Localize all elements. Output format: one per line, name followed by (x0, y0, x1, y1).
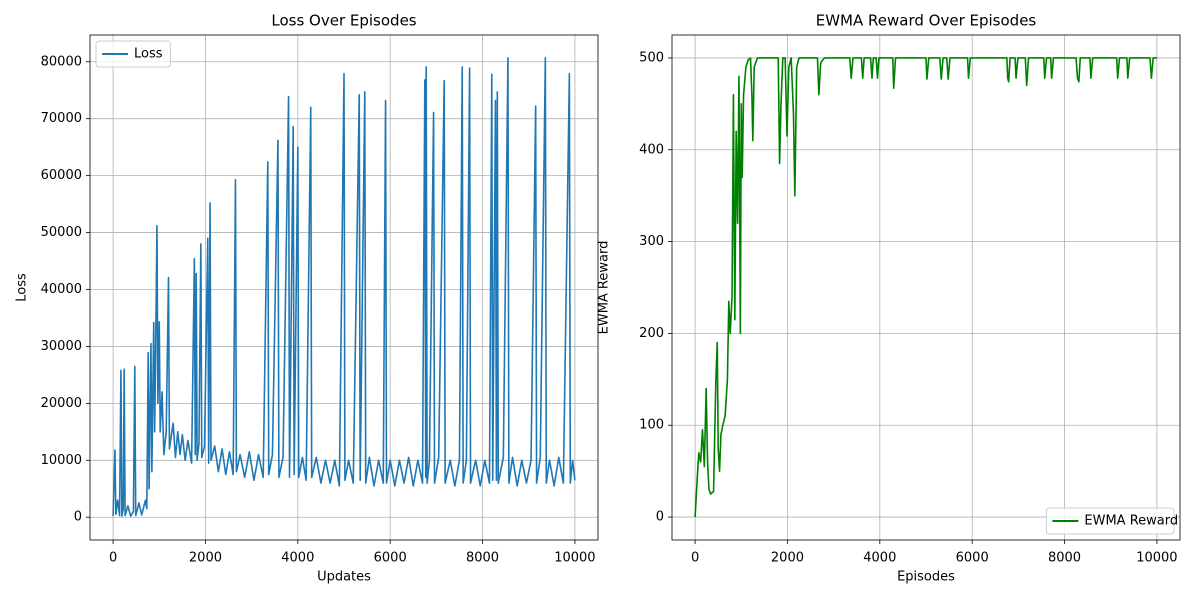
y-tick-label: 200 (639, 326, 664, 341)
legend-label: Loss (134, 47, 163, 62)
y-tick-label: 500 (639, 50, 664, 65)
y-tick-label: 40000 (41, 282, 82, 297)
legend-box (95, 40, 171, 68)
legend-label: EWMA Reward (1084, 514, 1178, 529)
x-tick-label: 4000 (863, 551, 896, 566)
x-tick-label: 8000 (466, 551, 499, 566)
y-axis-label: Loss (15, 273, 30, 302)
chart-title: Loss Over Episodes (271, 12, 416, 30)
subplot: EWMA Reward Over Episodes Episodes EWMA Re… (597, 12, 1181, 585)
data-line (112, 56, 576, 517)
y-tick-label: 80000 (41, 54, 82, 69)
plot-area (112, 56, 576, 517)
axes-frame (671, 34, 1181, 541)
x-tick-label: 6000 (956, 551, 989, 566)
y-tick-label: 400 (639, 142, 664, 157)
y-tick-label: 0 (656, 510, 664, 525)
y-tick-label: 20000 (41, 396, 82, 411)
x-tick-label: 0 (691, 551, 699, 566)
y-tick-label: 30000 (41, 339, 82, 354)
legend-box (1045, 507, 1175, 535)
legend: EWMA Reward (1045, 507, 1178, 535)
x-tick-label: 10000 (1136, 551, 1177, 566)
x-axis-label: Updates (317, 570, 371, 585)
axes-frame (89, 34, 599, 541)
data-line (694, 57, 1157, 518)
y-tick-label: 300 (639, 234, 664, 249)
y-tick-label: 100 (639, 418, 664, 433)
y-tick-label: 60000 (41, 168, 82, 183)
x-tick-label: 6000 (374, 551, 407, 566)
y-tick-label: 50000 (41, 225, 82, 240)
y-tick-label: 70000 (41, 111, 82, 126)
x-axis-label: Episodes (897, 570, 955, 585)
subplot: Loss Over Episodes Updates Loss 0 2000 4000 60… (15, 12, 599, 585)
x-tick-label: 10000 (554, 551, 595, 566)
x-tick-label: 4000 (281, 551, 314, 566)
x-tick-label: 2000 (771, 551, 804, 566)
y-tick-label: 0 (74, 510, 82, 525)
x-tick-label: 8000 (1048, 551, 1081, 566)
x-tick-label: 0 (109, 551, 117, 566)
legend: Loss (95, 40, 171, 68)
y-axis-label: EWMA Reward (597, 241, 612, 335)
plot-area (694, 57, 1157, 518)
x-tick-label: 2000 (189, 551, 222, 566)
chart-title: EWMA Reward Over Episodes (816, 12, 1037, 30)
y-tick-label: 10000 (41, 453, 82, 468)
